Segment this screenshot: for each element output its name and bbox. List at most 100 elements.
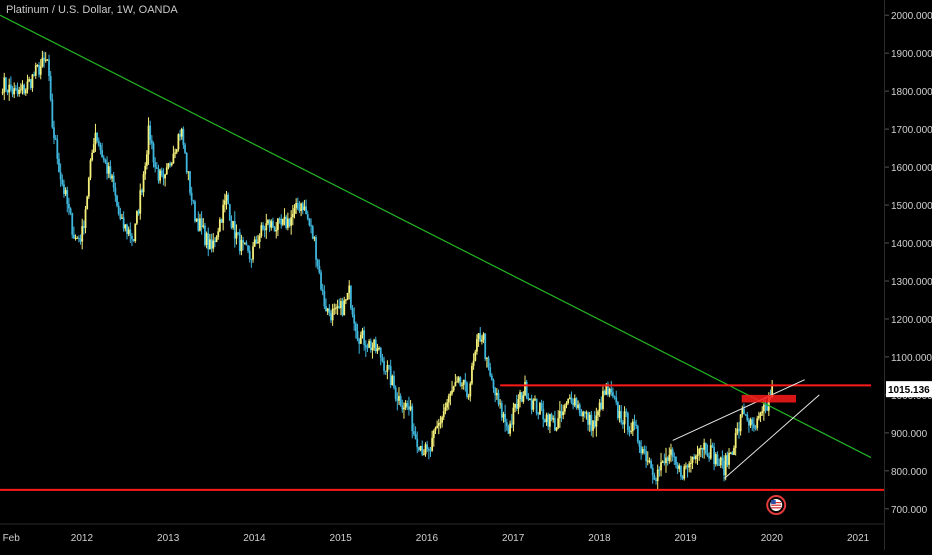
candle-body <box>51 99 54 128</box>
candle-body <box>101 150 103 158</box>
candle-body <box>218 219 221 232</box>
candle-body <box>87 177 90 197</box>
candle-body <box>225 194 228 201</box>
candle-body <box>129 229 132 236</box>
candle-body <box>406 403 409 407</box>
candle-body <box>290 217 293 226</box>
candle-body <box>670 449 672 455</box>
candle-body <box>41 57 44 67</box>
candle-body <box>636 426 639 442</box>
candle-body <box>49 75 52 100</box>
candle-body <box>162 174 165 179</box>
candle-body <box>106 162 108 174</box>
candle-body <box>602 391 604 409</box>
candle-body <box>212 240 215 249</box>
candle-body <box>738 428 740 432</box>
candle-body <box>408 406 410 410</box>
candle-body <box>698 448 701 455</box>
annotation-layer <box>0 14 884 516</box>
candle-body <box>341 301 344 316</box>
candle-body <box>71 213 74 235</box>
candle-body <box>494 388 497 396</box>
candle-body <box>756 418 759 428</box>
candle-body <box>142 174 145 193</box>
candle-body <box>535 398 538 414</box>
candle-body <box>452 386 455 391</box>
candle-body <box>96 132 99 141</box>
candle-body <box>371 347 374 350</box>
candle-body <box>610 388 613 393</box>
candle-body <box>746 414 749 421</box>
candle-body <box>180 129 183 137</box>
candle-body <box>66 190 69 205</box>
candle-body <box>136 211 138 224</box>
candle-body <box>743 408 745 415</box>
us-flag-icon[interactable] <box>766 495 787 516</box>
candle-body <box>723 460 725 476</box>
candle-body <box>265 223 268 231</box>
candle-body <box>373 339 375 348</box>
candle-body <box>207 233 210 250</box>
candle-body <box>432 430 435 438</box>
candle-body <box>149 125 152 141</box>
candle-body <box>305 206 307 215</box>
candle-body <box>200 218 203 227</box>
candle-body <box>56 139 59 159</box>
candle-body <box>111 175 113 179</box>
candle-body <box>170 163 173 166</box>
candle-body <box>505 422 508 427</box>
candle-body <box>74 237 77 239</box>
candle-body <box>155 167 158 169</box>
candle-body <box>154 162 157 168</box>
candle-body <box>691 456 694 463</box>
candle-body <box>497 392 500 404</box>
candle-body <box>417 447 420 451</box>
candle-body <box>160 170 163 175</box>
axis-layer: 2000.000 1900.000 1800.000 1700.000 1600.000… <box>0 11 932 544</box>
candle-body <box>762 404 765 412</box>
candle-body <box>33 74 35 76</box>
candle-body <box>331 308 334 321</box>
candle-body <box>413 431 415 435</box>
candle-body <box>209 239 211 250</box>
candle-body <box>253 239 256 247</box>
resistance-zone <box>741 394 797 403</box>
candle-body <box>359 334 362 344</box>
candle-body <box>704 442 707 454</box>
candle-body <box>607 385 609 395</box>
candle-body <box>345 299 347 301</box>
time-tick-label: 2015 <box>330 533 353 544</box>
candle-body <box>534 398 536 401</box>
candle-body <box>726 455 729 465</box>
candle-body <box>272 221 274 228</box>
candle-body <box>729 452 732 454</box>
candle-body <box>701 448 704 450</box>
candle-body <box>242 239 244 243</box>
candle-body <box>308 218 311 226</box>
candle-body <box>517 399 520 409</box>
candle-body <box>711 445 714 447</box>
candle-body <box>527 397 530 400</box>
candle-body <box>439 422 442 424</box>
candle-body <box>102 157 105 160</box>
candle-body <box>187 171 190 173</box>
candle-body <box>653 475 656 480</box>
candle-body <box>767 397 770 411</box>
candle-body <box>567 398 570 404</box>
candle-body <box>220 219 223 223</box>
candle-body <box>409 406 412 410</box>
candle-body <box>621 422 624 425</box>
candle-body <box>744 414 747 416</box>
candle-body <box>426 444 429 449</box>
candle-body <box>184 144 186 153</box>
price-tick-label: 1500.000 <box>891 201 932 212</box>
candle-body <box>366 347 369 349</box>
candle-body <box>631 421 634 432</box>
candle-body <box>580 413 583 417</box>
candle-body <box>303 206 306 210</box>
candle-body <box>573 398 576 406</box>
candle-body <box>333 308 336 310</box>
candle-body <box>109 166 112 179</box>
